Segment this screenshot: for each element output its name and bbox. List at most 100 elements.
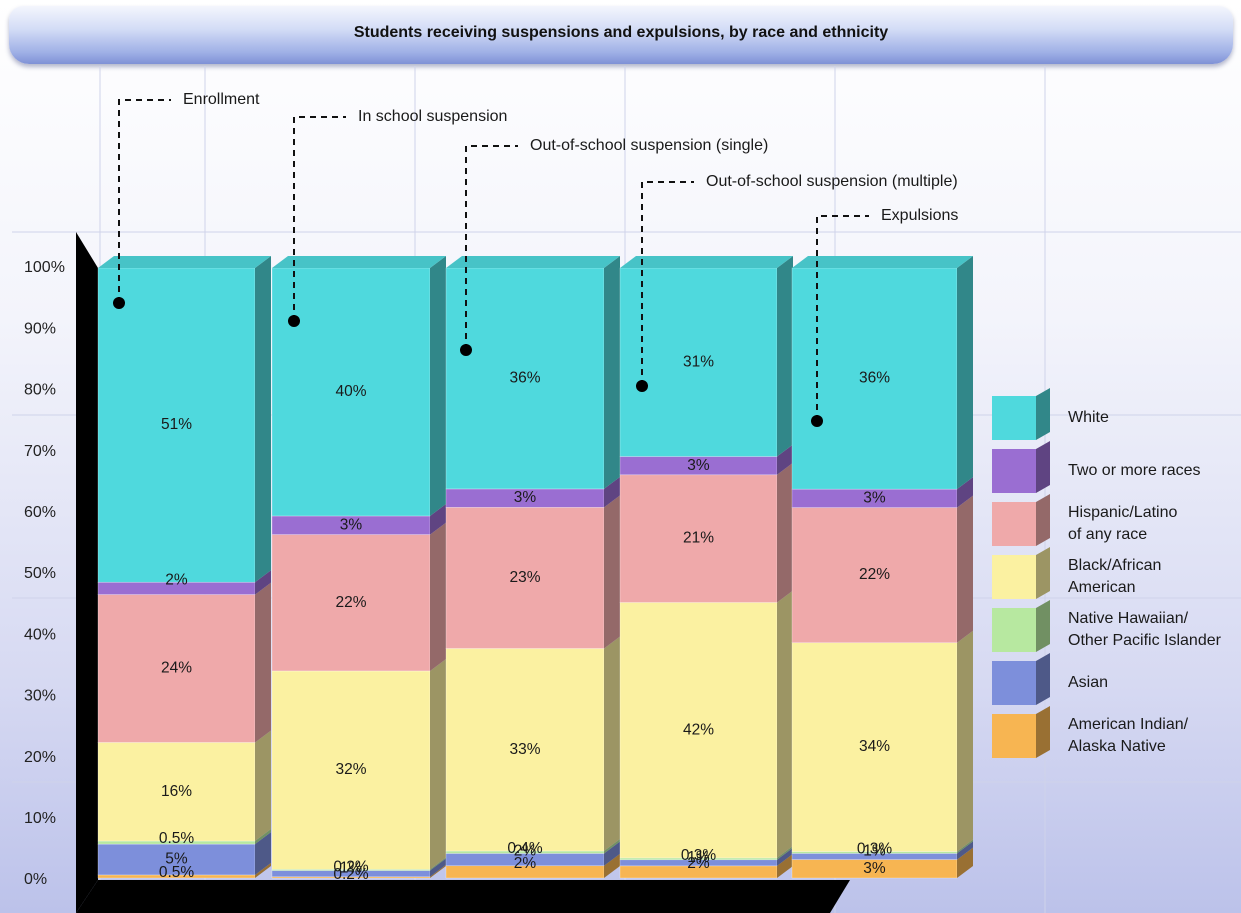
bar-segment-side	[430, 659, 446, 869]
legend-swatch	[992, 661, 1036, 705]
data-label: 0.5%	[159, 830, 195, 847]
bar-stack: 2%2%0.4% 33% 23% 3% 36%	[446, 256, 620, 878]
legend: White Two or more races Hispanic/Latino of …	[992, 388, 1222, 758]
legend-swatch-side	[1036, 494, 1050, 546]
stacked-bars: 0.5%5%0.5%16%24%2%51%0.2%1%0.2%32%22%3%4…	[98, 256, 973, 883]
bar-stack: 3%1%0.3%34%22%3%36%	[792, 256, 973, 878]
y-tick-label: 20%	[24, 749, 56, 766]
legend-label: Asian	[1068, 674, 1108, 691]
chart-floor-plane	[76, 880, 850, 913]
data-label: 0.3%	[681, 847, 717, 864]
bar-segment-side	[604, 636, 620, 851]
category-label: Out-of-school suspension (single)	[530, 137, 768, 154]
data-label: 32%	[335, 761, 366, 778]
y-tick-label: 40%	[24, 626, 56, 643]
y-tick-label: 0%	[24, 871, 47, 888]
data-label: 3%	[863, 860, 886, 877]
y-tick-label: 90%	[24, 320, 56, 337]
bar-segment-side	[957, 496, 973, 643]
y-tick-label: 80%	[24, 382, 56, 399]
data-label: 3%	[687, 457, 710, 474]
data-label: 34%	[859, 738, 890, 755]
data-label: 5%	[165, 851, 188, 868]
bar-segment-side	[604, 495, 620, 648]
data-label: 40%	[335, 383, 366, 400]
data-label: 31%	[683, 353, 714, 370]
legend-item: White	[992, 388, 1109, 440]
data-label: 22%	[335, 594, 366, 611]
data-label: 51%	[161, 416, 192, 433]
y-tick-label: 70%	[24, 443, 56, 460]
legend-label: Two or more races	[1068, 462, 1200, 479]
data-label: 42%	[683, 721, 714, 738]
data-label: 24%	[161, 660, 192, 677]
callout-dot	[811, 415, 823, 427]
bar-top-face	[446, 256, 620, 268]
data-label: 0.3%	[857, 841, 893, 858]
data-label: 33%	[509, 741, 540, 758]
legend-swatch	[992, 449, 1036, 493]
data-label: 21%	[683, 530, 714, 547]
y-tick-label: 100%	[24, 259, 65, 276]
data-label: 0.4%	[507, 840, 543, 857]
bar-segment-side	[430, 523, 446, 671]
category-label: Enrollment	[183, 91, 260, 108]
legend-swatch	[992, 502, 1036, 546]
data-label: 36%	[859, 370, 890, 387]
legend-swatch	[992, 608, 1036, 652]
legend-label: Black/African American	[1068, 557, 1161, 596]
legend-label: American Indian/Alaska Native	[1068, 716, 1189, 755]
bar-segment-side	[430, 256, 446, 516]
bar-stack: 0.5%5%0.5%16%24%2%51%	[98, 256, 271, 881]
y-tick-label: 10%	[24, 810, 56, 827]
legend-swatch-side	[1036, 706, 1050, 758]
callout-dot	[636, 380, 648, 392]
legend-item: Two or more races	[992, 441, 1200, 493]
data-label: 2%	[165, 571, 188, 588]
legend-swatch-side	[1036, 441, 1050, 493]
data-label: 22%	[859, 566, 890, 583]
callout-dot	[288, 315, 300, 327]
legend-item: American Indian/Alaska Native	[992, 706, 1189, 758]
legend-swatch-side	[1036, 600, 1050, 652]
bar-segment-side	[957, 631, 973, 852]
data-label: 36%	[509, 370, 540, 387]
y-tick-label: 60%	[24, 504, 56, 521]
legend-swatch-side	[1036, 547, 1050, 599]
legend-item: Native Hawaiian/Other Pacific Islander	[992, 600, 1222, 652]
legend-swatch	[992, 396, 1036, 440]
data-label: 3%	[863, 489, 886, 506]
y-tick-label: 50%	[24, 565, 56, 582]
data-label: 23%	[509, 569, 540, 586]
bar-segment-side	[255, 256, 271, 582]
legend-item: Asian	[992, 653, 1108, 705]
bar-top-face	[98, 256, 271, 268]
y-axis: 0% 10% 20% 30% 40% 50% 60% 70% 80% 90% 100%	[24, 259, 65, 888]
legend-swatch	[992, 714, 1036, 758]
category-label: Expulsions	[881, 207, 958, 224]
data-label: 0.2%	[333, 858, 369, 875]
legend-label: White	[1068, 409, 1109, 426]
data-label: 16%	[161, 783, 192, 800]
bar-top-face	[620, 256, 793, 268]
bar-top-face	[792, 256, 973, 268]
legend-swatch-side	[1036, 388, 1050, 440]
legend-item: Hispanic/Latino of any race	[992, 494, 1178, 546]
bar-top-face	[272, 256, 446, 268]
chart-wall	[76, 232, 98, 913]
bar-stack: 0.2%1%0.2%32%22%3%40%	[272, 256, 446, 883]
y-tick-label: 30%	[24, 688, 56, 705]
data-label: 3%	[340, 516, 363, 533]
bar-stack: 2%1%0.3%42%21%3%31%	[620, 256, 793, 878]
legend-swatch-side	[1036, 653, 1050, 705]
category-label: In school suspension	[358, 108, 507, 125]
bar-segment-side	[604, 256, 620, 489]
category-label: Out-of-school suspension (multiple)	[706, 173, 958, 190]
legend-label: Hispanic/Latino of any race	[1068, 504, 1178, 543]
bar-segment-side	[255, 583, 271, 743]
bar-segment-side	[777, 256, 793, 457]
bar-segment-side	[957, 256, 973, 489]
legend-label: Native Hawaiian/Other Pacific Islander	[1068, 610, 1222, 649]
legend-swatch	[992, 555, 1036, 599]
